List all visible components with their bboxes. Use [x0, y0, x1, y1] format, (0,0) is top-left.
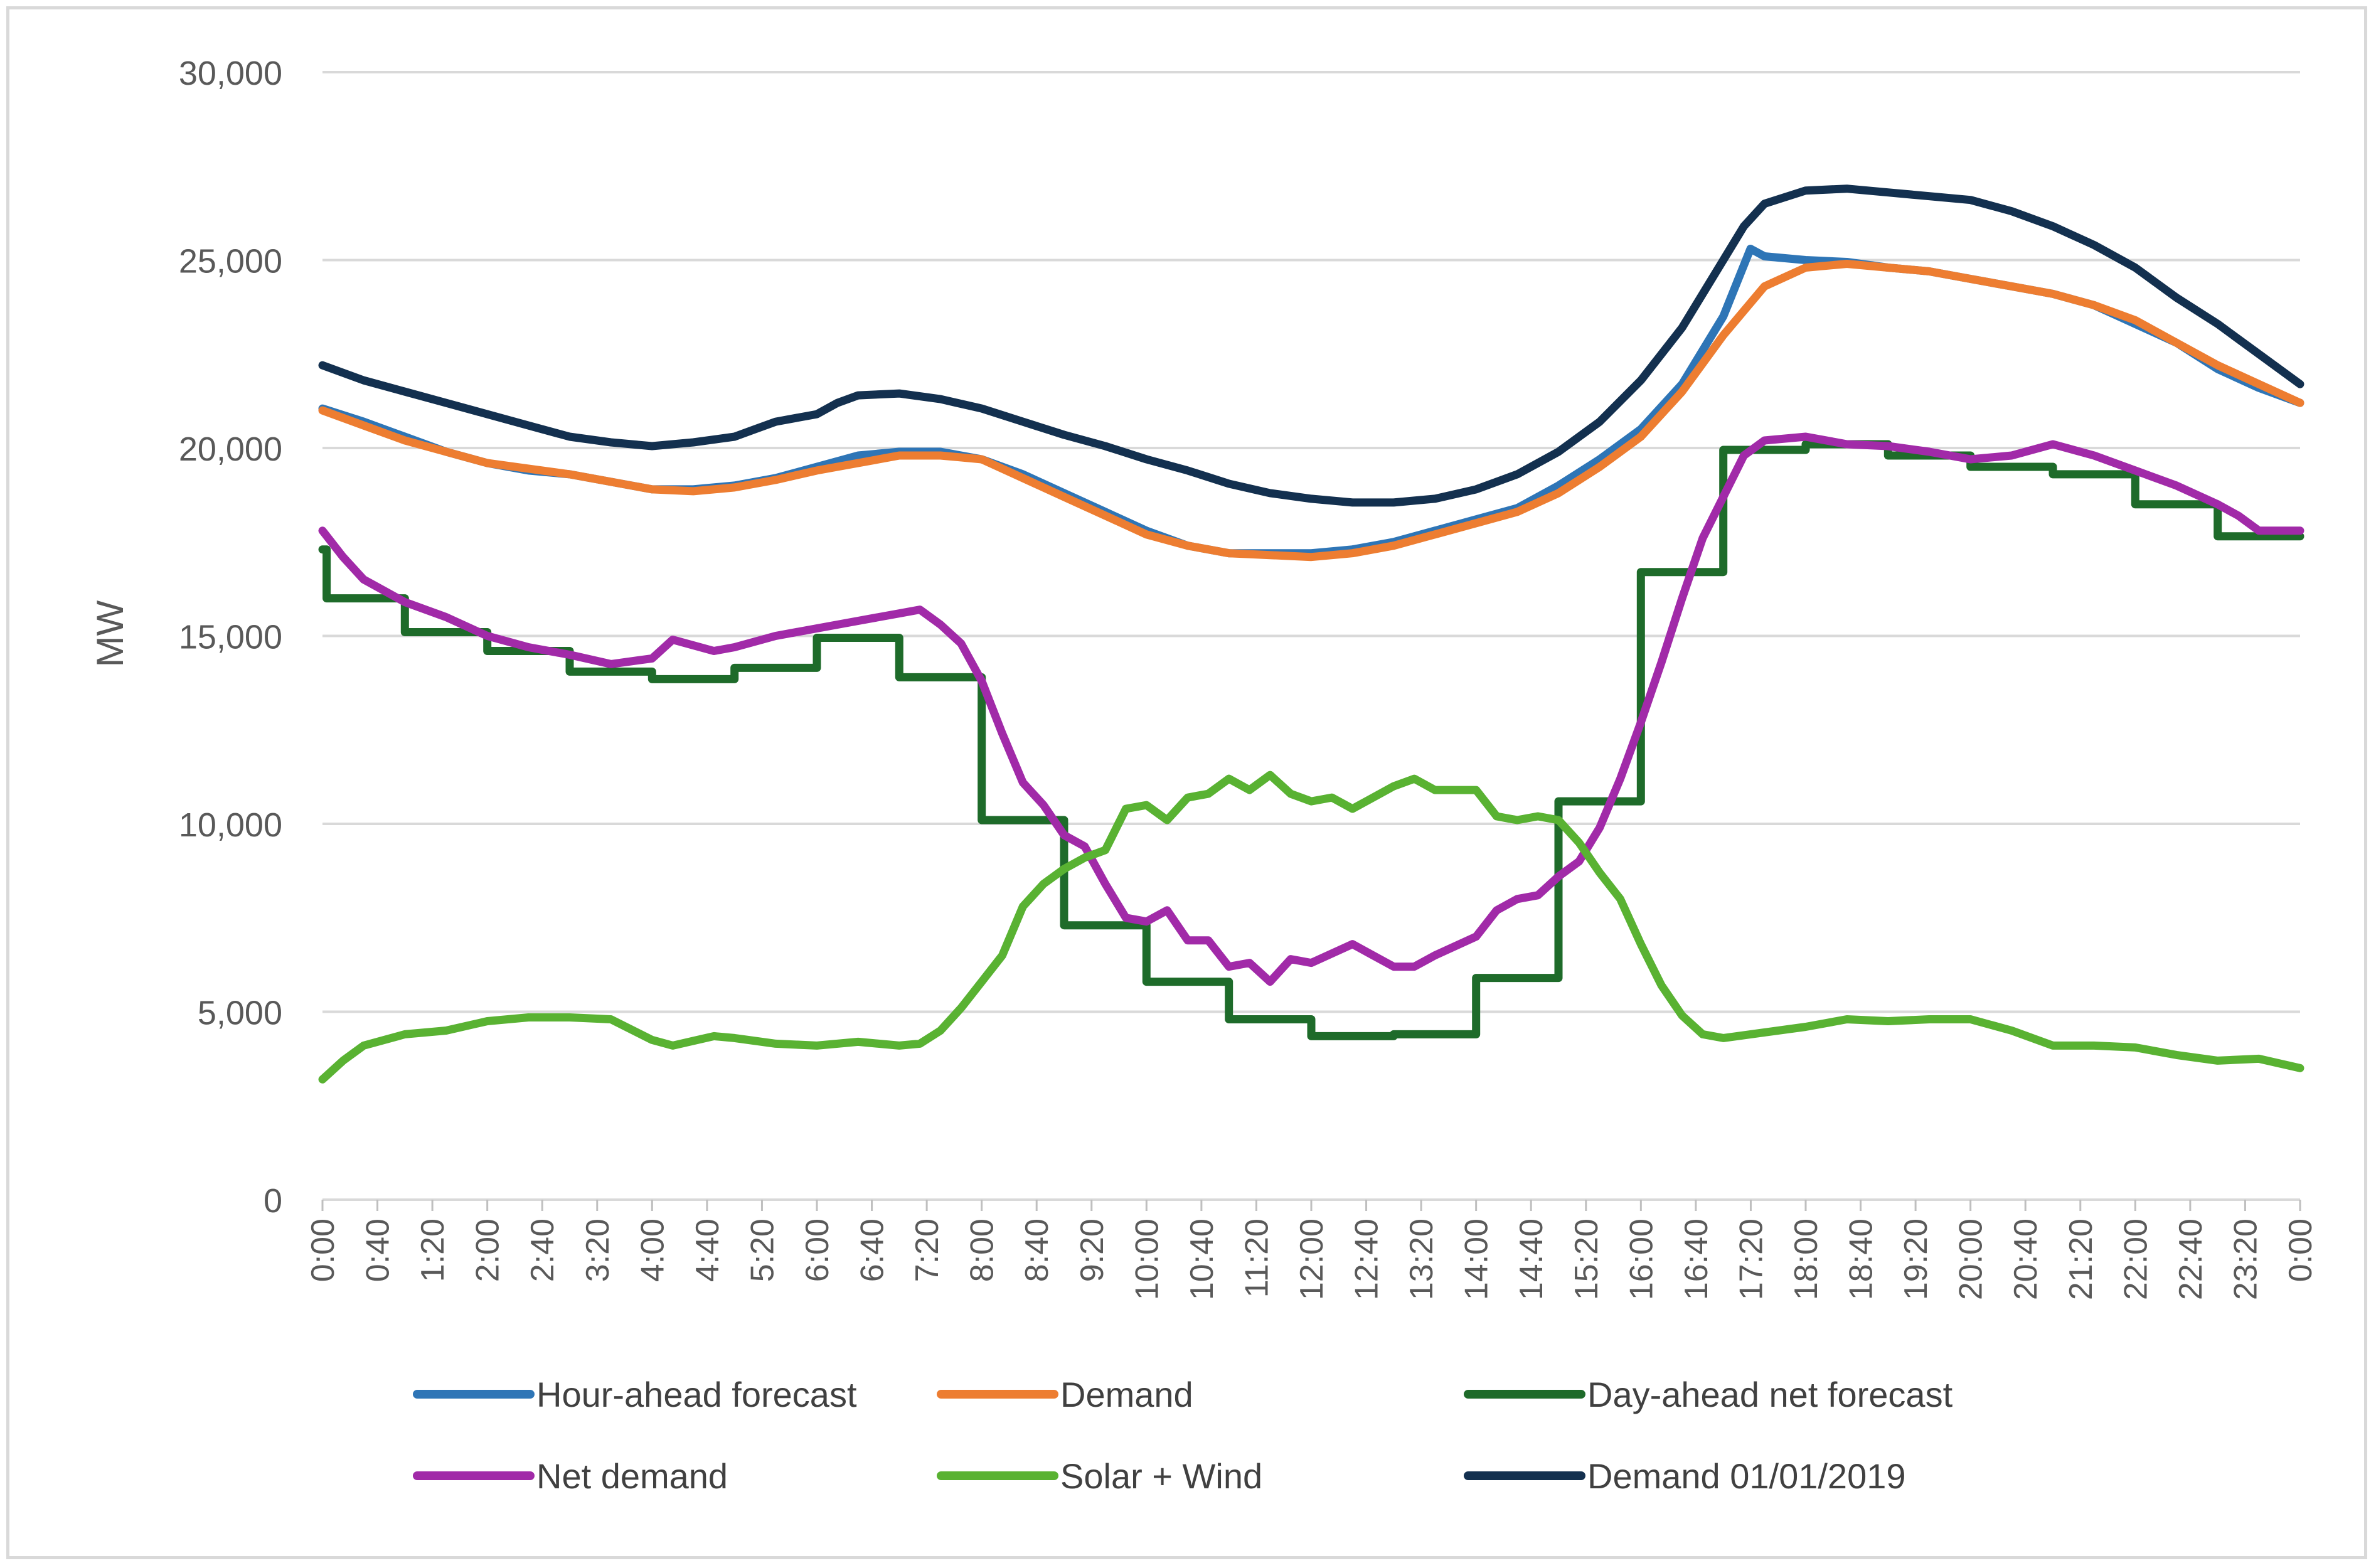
legend-label-solar-wind: Solar + Wind — [1060, 1456, 1262, 1496]
x-tick-label: 18:00 — [1788, 1219, 1825, 1300]
x-tick-label: 15:20 — [1569, 1219, 1605, 1300]
x-tick-label: 14:40 — [1513, 1219, 1550, 1300]
x-tick-label: 0:40 — [360, 1219, 397, 1282]
y-tick-label: 5,000 — [198, 995, 282, 1032]
legend-label-net-demand: Net demand — [536, 1456, 728, 1496]
x-tick-label: 3:20 — [580, 1219, 616, 1282]
y-axis-title-group: MW — [89, 600, 131, 667]
x-tick-label: 11:20 — [1239, 1219, 1275, 1298]
y-axis-title: MW — [89, 600, 131, 667]
x-tick-label: 8:40 — [1019, 1219, 1055, 1282]
y-tick-label: 25,000 — [179, 243, 282, 280]
y-tick-label: 0 — [264, 1182, 282, 1220]
legend-label-day-ahead-net-forecast: Day-ahead net forecast — [1587, 1375, 1953, 1414]
x-tick-label: 21:20 — [2063, 1219, 2099, 1300]
x-tick-label: 23:20 — [2227, 1219, 2264, 1300]
x-tick-label: 1:20 — [415, 1219, 451, 1282]
series-line-demand — [318, 260, 2304, 562]
y-tick-label: 10,000 — [179, 806, 282, 844]
legend-label-hour-ahead-forecast: Hour-ahead forecast — [536, 1375, 857, 1414]
x-tick-label: 5:20 — [744, 1219, 780, 1282]
series-line-solar-wind — [318, 771, 2304, 1084]
x-tick-label: 12:40 — [1349, 1219, 1385, 1300]
x-tick-label: 8:00 — [964, 1219, 1001, 1282]
series-line-hour-ahead-forecast — [318, 245, 2304, 558]
y-tick-label: 30,000 — [179, 55, 282, 92]
series-line-day-ahead-net-forecast — [318, 440, 2304, 1040]
x-tick-label: 9:20 — [1074, 1219, 1111, 1282]
x-tick-label: 20:00 — [1953, 1219, 1990, 1300]
x-tick-label: 16:40 — [1678, 1219, 1715, 1300]
x-tick-label: 7:20 — [909, 1219, 946, 1282]
axes: 0 5,000 10,000 15,000 20,000 25,000 30,000 0:00… — [179, 55, 2319, 1300]
legend: Hour-ahead forecast Demand Day-ahead net f… — [413, 1375, 1953, 1496]
x-tick-label: 0:00 — [2283, 1219, 2319, 1282]
series-line-net-demand — [318, 432, 2304, 986]
x-tick-label: 22:00 — [2118, 1219, 2154, 1300]
x-tick-label: 12:00 — [1294, 1219, 1330, 1300]
x-tick-label: 14:00 — [1459, 1219, 1495, 1300]
x-tick-label: 20:40 — [2008, 1219, 2044, 1300]
chart-frame — [6, 6, 2367, 1559]
legend-label-demand: Demand — [1060, 1375, 1193, 1414]
x-tick-label: 6:40 — [855, 1219, 891, 1282]
x-tick-label: 10:40 — [1184, 1219, 1220, 1300]
x-tick-label: 18:40 — [1843, 1219, 1880, 1300]
y-tick-label: 20,000 — [179, 430, 282, 468]
series-lines — [318, 184, 2304, 1084]
series-line-demand-01-01-2019 — [318, 184, 2304, 507]
x-tick-label: 4:00 — [634, 1219, 671, 1282]
x-tick-label: 22:40 — [2173, 1219, 2209, 1300]
x-tick-label: 10:00 — [1129, 1219, 1165, 1300]
x-tick-label: 6:00 — [799, 1219, 836, 1282]
gridlines — [322, 71, 2300, 1013]
x-tick-label: 13:20 — [1404, 1219, 1440, 1300]
x-tick-label: 2:40 — [525, 1219, 561, 1282]
x-tick-label: 17:20 — [1733, 1219, 1769, 1300]
x-tick-label: 2:00 — [470, 1219, 506, 1282]
x-tick-label: 19:20 — [1898, 1219, 1934, 1300]
x-tick-label: 16:00 — [1623, 1219, 1659, 1300]
legend-label-demand-01-01-2019: Demand 01/01/2019 — [1587, 1456, 1906, 1496]
x-tick-label: 4:40 — [690, 1219, 726, 1282]
x-tick-label: 0:00 — [305, 1219, 341, 1282]
y-tick-label: 15,000 — [179, 619, 282, 656]
